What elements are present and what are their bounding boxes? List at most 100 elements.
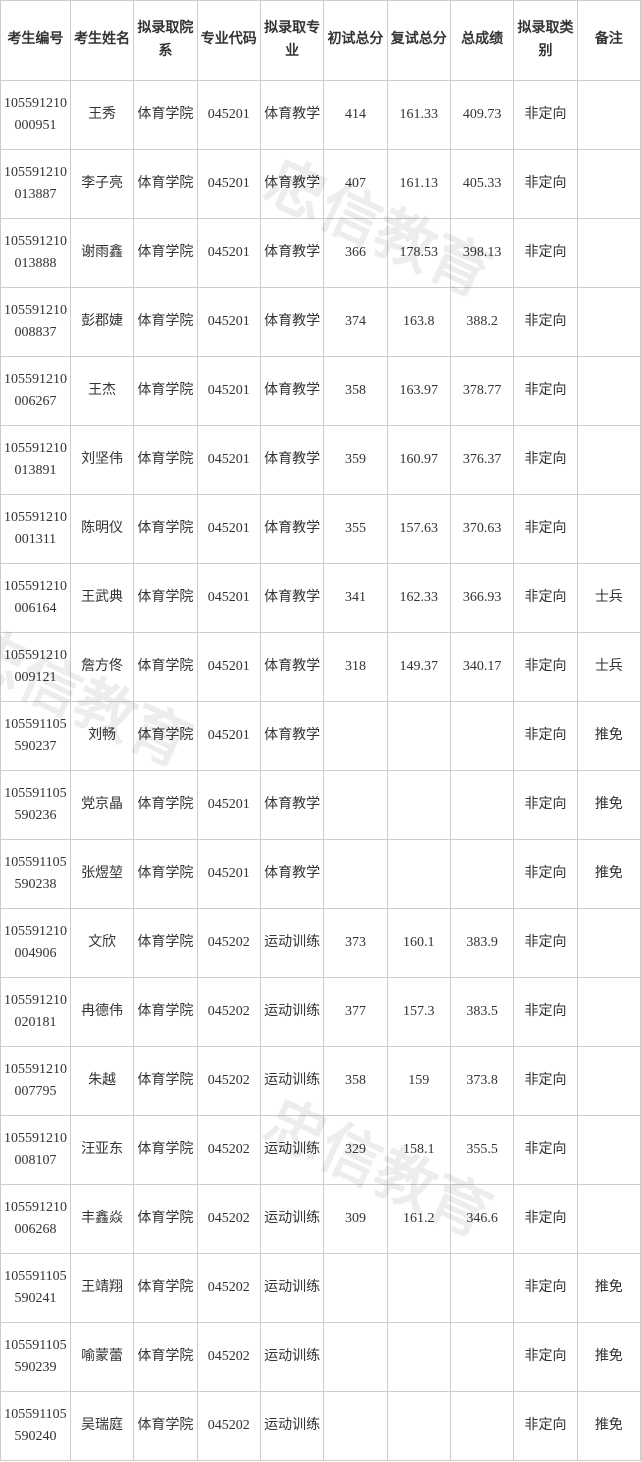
cell-s1 (324, 1254, 387, 1323)
cell-code: 045202 (197, 1254, 260, 1323)
cell-code: 045202 (197, 1323, 260, 1392)
cell-major: 运动训练 (260, 1254, 323, 1323)
table-row: 105591210006268丰鑫焱体育学院045202运动训练309161.2… (1, 1185, 641, 1254)
cell-id: 105591210013891 (1, 426, 71, 495)
cell-s1: 374 (324, 288, 387, 357)
cell-id: 105591210006267 (1, 357, 71, 426)
cell-name: 文欣 (70, 909, 133, 978)
cell-note: 推免 (577, 1392, 640, 1461)
cell-s2 (387, 1254, 450, 1323)
cell-dept: 体育学院 (134, 840, 197, 909)
cell-id: 105591105590240 (1, 1392, 71, 1461)
cell-code: 045201 (197, 288, 260, 357)
table-row: 105591210008837彭郡婕体育学院045201体育教学374163.8… (1, 288, 641, 357)
cell-name: 朱越 (70, 1047, 133, 1116)
table-row: 105591210006267王杰体育学院045201体育教学358163.97… (1, 357, 641, 426)
cell-code: 045201 (197, 357, 260, 426)
table-row: 105591105590238张煜堃体育学院045201体育教学非定向推免 (1, 840, 641, 909)
cell-id: 105591210006164 (1, 564, 71, 633)
cell-s2: 161.33 (387, 81, 450, 150)
cell-s2 (387, 1392, 450, 1461)
cell-s1: 358 (324, 357, 387, 426)
cell-s1: 373 (324, 909, 387, 978)
cell-name: 刘坚伟 (70, 426, 133, 495)
cell-code: 045201 (197, 564, 260, 633)
cell-dept: 体育学院 (134, 495, 197, 564)
cell-type: 非定向 (514, 771, 577, 840)
cell-dept: 体育学院 (134, 564, 197, 633)
cell-s1 (324, 1392, 387, 1461)
col-header-s2: 复试总分 (387, 1, 450, 81)
cell-name: 吴瑞庭 (70, 1392, 133, 1461)
cell-name: 刘畅 (70, 702, 133, 771)
cell-major: 体育教学 (260, 495, 323, 564)
cell-code: 045201 (197, 150, 260, 219)
cell-id: 105591210007795 (1, 1047, 71, 1116)
cell-dept: 体育学院 (134, 219, 197, 288)
admission-table: 考生编号 考生姓名 拟录取院系 专业代码 拟录取专业 初试总分 复试总分 总成绩… (0, 0, 641, 1461)
cell-name: 汪亚东 (70, 1116, 133, 1185)
cell-tot: 376.37 (450, 426, 513, 495)
cell-tot (450, 1254, 513, 1323)
cell-type: 非定向 (514, 909, 577, 978)
col-header-major: 拟录取专业 (260, 1, 323, 81)
cell-dept: 体育学院 (134, 1116, 197, 1185)
cell-type: 非定向 (514, 564, 577, 633)
cell-name: 詹方佟 (70, 633, 133, 702)
cell-major: 体育教学 (260, 426, 323, 495)
cell-code: 045201 (197, 495, 260, 564)
cell-type: 非定向 (514, 840, 577, 909)
cell-s2: 162.33 (387, 564, 450, 633)
cell-major: 体育教学 (260, 564, 323, 633)
cell-major: 体育教学 (260, 288, 323, 357)
cell-type: 非定向 (514, 495, 577, 564)
cell-major: 体育教学 (260, 150, 323, 219)
cell-tot: 388.2 (450, 288, 513, 357)
cell-s2: 161.13 (387, 150, 450, 219)
cell-s1: 359 (324, 426, 387, 495)
cell-dept: 体育学院 (134, 288, 197, 357)
cell-tot: 373.8 (450, 1047, 513, 1116)
cell-type: 非定向 (514, 1116, 577, 1185)
cell-name: 彭郡婕 (70, 288, 133, 357)
cell-s2: 160.1 (387, 909, 450, 978)
cell-tot: 378.77 (450, 357, 513, 426)
col-header-code: 专业代码 (197, 1, 260, 81)
cell-dept: 体育学院 (134, 150, 197, 219)
cell-code: 045201 (197, 702, 260, 771)
table-row: 105591210009121詹方佟体育学院045201体育教学318149.3… (1, 633, 641, 702)
cell-s2 (387, 840, 450, 909)
cell-tot (450, 702, 513, 771)
cell-s2: 160.97 (387, 426, 450, 495)
cell-name: 李子亮 (70, 150, 133, 219)
cell-tot: 405.33 (450, 150, 513, 219)
table-row: 105591210013891刘坚伟体育学院045201体育教学359160.9… (1, 426, 641, 495)
cell-note (577, 288, 640, 357)
cell-id: 105591210020181 (1, 978, 71, 1047)
cell-s1 (324, 771, 387, 840)
table-row: 105591210004906文欣体育学院045202运动训练373160.13… (1, 909, 641, 978)
cell-dept: 体育学院 (134, 1254, 197, 1323)
cell-code: 045202 (197, 978, 260, 1047)
table-row: 105591210006164王武典体育学院045201体育教学341162.3… (1, 564, 641, 633)
cell-note (577, 495, 640, 564)
cell-type: 非定向 (514, 426, 577, 495)
cell-id: 105591210001311 (1, 495, 71, 564)
cell-name: 王武典 (70, 564, 133, 633)
table-row: 105591105590237刘畅体育学院045201体育教学非定向推免 (1, 702, 641, 771)
col-header-name: 考生姓名 (70, 1, 133, 81)
cell-major: 运动训练 (260, 1323, 323, 1392)
cell-s2 (387, 771, 450, 840)
cell-note (577, 909, 640, 978)
table-row: 105591210000951王秀体育学院045201体育教学414161.33… (1, 81, 641, 150)
cell-major: 体育教学 (260, 633, 323, 702)
cell-major: 运动训练 (260, 1392, 323, 1461)
table-row: 105591210007795朱越体育学院045202运动训练358159373… (1, 1047, 641, 1116)
cell-id: 105591105590239 (1, 1323, 71, 1392)
cell-tot: 346.6 (450, 1185, 513, 1254)
cell-s1: 341 (324, 564, 387, 633)
cell-note (577, 1185, 640, 1254)
cell-id: 105591105590236 (1, 771, 71, 840)
cell-id: 105591105590237 (1, 702, 71, 771)
cell-major: 体育教学 (260, 219, 323, 288)
